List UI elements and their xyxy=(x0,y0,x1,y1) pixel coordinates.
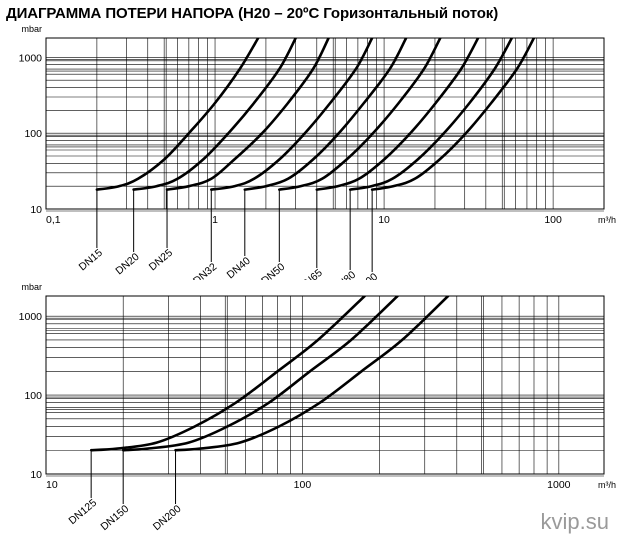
series-label: DN200 xyxy=(151,503,184,532)
plot-frame xyxy=(45,37,605,210)
series-curve-dn100 xyxy=(370,38,536,191)
series-curve-dn40 xyxy=(243,38,408,191)
x-tick-label: 1000 xyxy=(547,479,571,491)
series-curve-dn50 xyxy=(278,38,442,191)
plot-frame xyxy=(45,295,605,475)
x-tick-label: 100 xyxy=(544,214,562,226)
watermark: kvip.su xyxy=(540,509,609,534)
series-curve-dn25 xyxy=(165,38,330,191)
head-loss-chart-large-dn: 10 100 1000 mbar 10 100 1000 m³/h DN125 DN150 DN20… xyxy=(19,282,616,532)
series-label: DN25 xyxy=(147,247,175,274)
series-curve-dn15 xyxy=(95,38,260,191)
series-label: DN150 xyxy=(98,503,131,532)
x-axis-unit: m³/h xyxy=(598,480,616,490)
grid xyxy=(45,38,605,212)
series-curve-dn125 xyxy=(89,296,366,452)
x-tick-label: 100 xyxy=(294,479,312,491)
series-curve-dn20 xyxy=(132,38,297,191)
y-axis-unit: mbar xyxy=(21,282,42,292)
series-label: DN125 xyxy=(66,497,99,527)
y-tick-label: 1000 xyxy=(19,311,43,323)
x-tick-label: 1 xyxy=(212,214,218,226)
x-tick-label: 10 xyxy=(378,214,390,226)
x-tick-label: 0,1 xyxy=(46,214,61,226)
y-tick-label: 100 xyxy=(24,128,42,140)
y-tick-label: 10 xyxy=(30,204,42,216)
series-curve-dn150 xyxy=(121,296,399,452)
x-axis-unit: m³/h xyxy=(598,215,616,225)
series-curve-dn80 xyxy=(348,38,514,191)
y-tick-label: 1000 xyxy=(19,52,43,64)
series-label: DN80 xyxy=(330,269,358,280)
series-curve-dn65 xyxy=(315,38,480,191)
series-curve-dn200 xyxy=(174,296,450,452)
head-loss-chart-small-dn: 10 100 1000 mbar 0,1 1 10 100 m³/h DN15 DN20 DN25 DN… xyxy=(19,24,616,280)
series-label: DN40 xyxy=(225,255,253,280)
y-tick-label: 10 xyxy=(30,469,42,481)
series-label: DN65 xyxy=(297,267,325,280)
series-label: DN15 xyxy=(77,247,105,274)
y-tick-label: 100 xyxy=(24,390,42,402)
series-label: DN50 xyxy=(259,261,287,280)
series-label: DN32 xyxy=(191,261,219,280)
series-curve-dn32 xyxy=(210,38,374,191)
y-axis-unit: mbar xyxy=(21,24,42,34)
series-label: DN20 xyxy=(113,251,141,278)
x-tick-label: 10 xyxy=(46,479,58,491)
page-title: ДИАГРАММА ПОТЕРИ НАПОРА (H20 – 20ºC Гори… xyxy=(6,5,499,22)
